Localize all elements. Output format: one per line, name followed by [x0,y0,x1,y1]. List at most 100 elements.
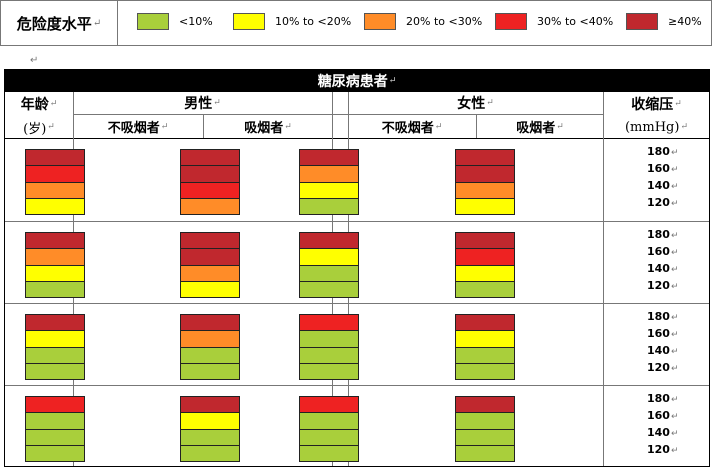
risk-band [26,428,84,445]
risk-stack [299,232,359,298]
grid-line [5,385,709,386]
male-smoker-header: 吸烟者 ↵ [244,121,292,136]
bp-value: 180↵ [647,228,679,241]
risk-stack [299,149,359,215]
risk-band [181,397,239,413]
risk-band [300,197,358,214]
risk-stack [25,149,85,215]
bp-value: 120↵ [647,196,679,209]
bp-unit: (mmHg) ↵ [624,119,688,135]
risk-stack [180,149,240,215]
risk-stack [455,149,515,215]
risk-band [181,264,239,281]
grid-line [603,92,604,466]
female-smoker-header: 吸烟者 ↵ [516,121,564,136]
risk-band [456,315,514,331]
bp-value: 140↵ [647,179,679,192]
risk-band [456,397,514,413]
bp-value: 160↵ [647,327,679,340]
risk-band [181,428,239,445]
risk-band [181,330,239,347]
risk-band [181,412,239,429]
risk-band [26,280,84,297]
risk-band [456,428,514,445]
risk-band [300,150,358,166]
risk-band [300,165,358,182]
legend-title: 危险度水平 ↵ [1,1,118,45]
risk-band [181,165,239,182]
risk-stack [455,232,515,298]
risk-band [26,248,84,265]
legend-title-text: 危险度水平 [16,14,92,33]
legend-label: ≥40% [668,15,702,28]
risk-band [181,280,239,297]
bp-value: 120↵ [647,443,679,456]
risk-band [26,315,84,331]
legend-label: <10% [179,15,213,28]
risk-stack [455,314,515,380]
bp-value: 160↵ [647,245,679,258]
risk-band [456,165,514,182]
grid-line [5,138,709,139]
risk-stack [25,314,85,380]
legend-label: 30% to <40% [537,15,614,28]
age-header: 年龄 ↵ [20,97,58,113]
grid-line [5,221,709,222]
risk-band [300,428,358,445]
risk-band [26,330,84,347]
risk-band [456,197,514,214]
bp-value: 140↵ [647,426,679,439]
risk-band [26,165,84,182]
risk-stack [299,314,359,380]
legend-item-lt10: <10% [137,13,213,30]
risk-stack [25,396,85,462]
risk-stack [299,396,359,462]
risk-band [26,444,84,461]
risk-band [181,248,239,265]
legend-swatch [626,13,658,30]
risk-band [456,233,514,249]
risk-band [456,330,514,347]
risk-band [181,181,239,198]
risk-band [300,315,358,331]
risk-band [456,264,514,281]
risk-band [26,362,84,379]
risk-band [181,197,239,214]
risk-band [181,150,239,166]
paragraph-mark: ↵ [30,55,39,66]
risk-band [456,346,514,363]
legend-swatch [364,13,396,30]
risk-band [300,248,358,265]
male-header: 男性 ↵ [184,96,221,112]
risk-band [456,444,514,461]
table-banner: 糖尿病患者 ↵ [5,70,709,92]
grid-line [5,303,709,304]
risk-band [181,233,239,249]
legend-label: 20% to <30% [406,15,483,28]
risk-band [26,397,84,413]
grid-line [73,114,603,115]
risk-band [300,181,358,198]
risk-stack [180,232,240,298]
banner-text: 糖尿病患者 [317,74,388,90]
risk-band [300,330,358,347]
risk-band [300,444,358,461]
grid-line [476,114,477,138]
risk-stack [180,396,240,462]
risk-band [300,412,358,429]
risk-band [456,248,514,265]
risk-band [26,346,84,363]
risk-table: 糖尿病患者 ↵ 年龄 ↵ (岁) ↵ 男性 ↵ 女性 ↵ 不吸烟者 ↵ 吸烟者 ↵ 不吸烟者 ↵… [4,69,710,467]
female-non-smoker-header: 不吸烟者 ↵ [381,121,443,136]
legend-item-20-30: 20% to <30% [364,13,482,30]
risk-band [456,412,514,429]
risk-stack [180,314,240,380]
risk-band [26,233,84,249]
risk-band [181,444,239,461]
risk-band [181,315,239,331]
bp-value: 140↵ [647,344,679,357]
legend-swatch [495,13,527,30]
risk-band [26,197,84,214]
bp-value: 160↵ [647,162,679,175]
bp-value: 160↵ [647,409,679,422]
